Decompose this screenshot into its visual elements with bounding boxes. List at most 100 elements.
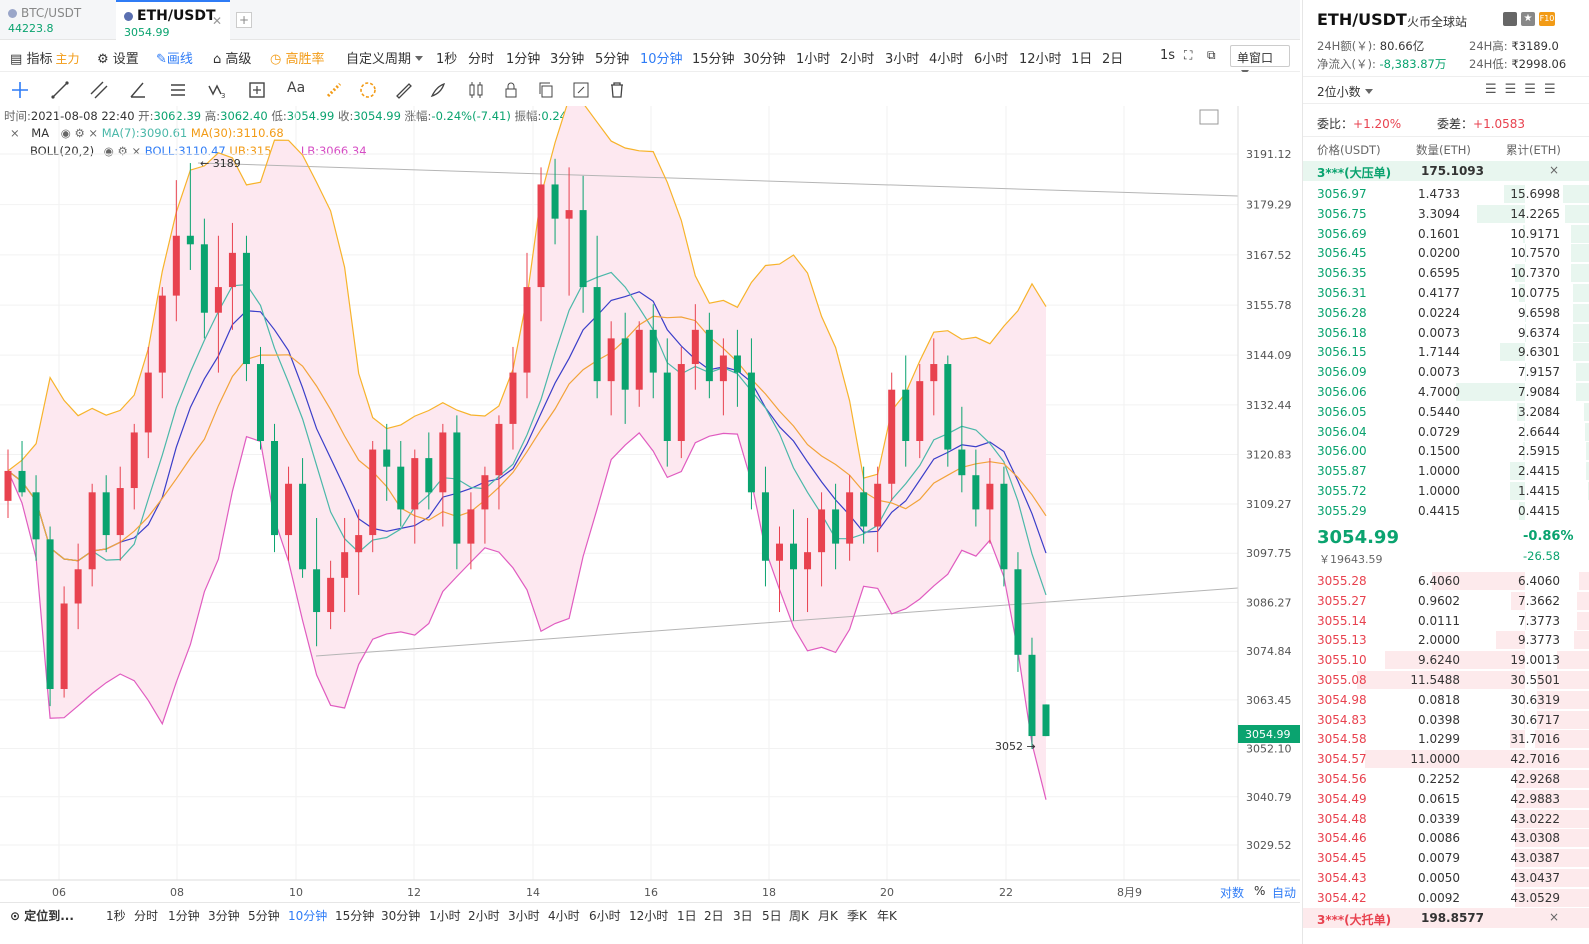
add-tab-icon[interactable]: +: [236, 12, 252, 28]
wave-pattern-icon[interactable]: 3: [207, 80, 227, 100]
candle-style-icon[interactable]: [466, 80, 486, 100]
bottom-period-8[interactable]: 1小时: [429, 909, 461, 923]
ask-row[interactable]: 3056.97 1.4733 15.6998: [1303, 184, 1589, 204]
tab-eth-usdt[interactable]: ETH/USDT 3054.99 ✕: [116, 0, 230, 40]
eye-icon[interactable]: ◉: [60, 126, 71, 140]
brush-icon[interactable]: [428, 80, 448, 100]
bid-row[interactable]: 3055.10 9.6240 19.0013: [1303, 650, 1589, 670]
bid-row[interactable]: 3055.27 0.9602 7.3662: [1303, 591, 1589, 611]
gear-icon[interactable]: ⚙: [74, 126, 85, 140]
ask-row[interactable]: 3056.45 0.0200 10.7570: [1303, 243, 1589, 263]
parallel-channel-icon[interactable]: [89, 80, 109, 100]
bid-row[interactable]: 3055.14 0.0111 7.3773: [1303, 611, 1589, 631]
bid-row[interactable]: 3054.83 0.0398 30.6717: [1303, 710, 1589, 730]
copy-icon[interactable]: [536, 80, 556, 100]
locate-button[interactable]: ⊙ 定位到...: [10, 907, 74, 924]
alert-icon[interactable]: [1503, 12, 1517, 26]
bottom-period-15[interactable]: 2日: [704, 909, 724, 923]
period-14[interactable]: 1日: [1071, 52, 1093, 67]
period-5[interactable]: 10分钟: [640, 52, 683, 67]
period-8[interactable]: 1小时: [796, 52, 831, 67]
period-2[interactable]: 1分钟: [506, 52, 541, 67]
magnet-icon[interactable]: [324, 80, 344, 100]
bid-row[interactable]: 3054.43 0.0050 43.0437: [1303, 868, 1589, 888]
ask-row[interactable]: 3056.05 0.5440 3.2084: [1303, 402, 1589, 422]
refresh-interval[interactable]: 1s: [1160, 48, 1176, 63]
ask-row[interactable]: 3056.31 0.4177 10.0775: [1303, 283, 1589, 303]
period-3[interactable]: 3分钟: [550, 52, 585, 67]
trash-icon[interactable]: [607, 80, 627, 100]
ask-row[interactable]: 3056.75 3.3094 14.2265: [1303, 204, 1589, 224]
lock-icon[interactable]: [501, 80, 521, 100]
candlestick-chart[interactable]: 3191.12 3179.29 3167.52 3155.78 3144.09 3132.…: [0, 106, 1300, 902]
bottom-period-0[interactable]: 1秒: [106, 909, 126, 923]
period-15[interactable]: 2日: [1102, 52, 1124, 67]
bottom-period-14[interactable]: 1日: [677, 909, 697, 923]
bid-row[interactable]: 3055.13 2.0000 9.3773: [1303, 630, 1589, 650]
ask-row[interactable]: 3056.28 0.0224 9.6598: [1303, 303, 1589, 323]
fullscreen-icon[interactable]: ⛶: [1184, 48, 1193, 62]
period-1[interactable]: 分时: [468, 52, 495, 67]
bid-row[interactable]: 3054.46 0.0086 43.0308: [1303, 828, 1589, 848]
period-9[interactable]: 2小时: [840, 52, 875, 67]
bottom-period-20[interactable]: 季K: [847, 909, 867, 923]
bid-row[interactable]: 3054.45 0.0079 43.0387: [1303, 848, 1589, 868]
view-mode-icons[interactable]: ☰☰☰☰: [1485, 82, 1564, 97]
bottom-period-6[interactable]: 15分钟: [335, 909, 375, 923]
ask-row[interactable]: 3056.09 0.0073 7.9157: [1303, 362, 1589, 382]
log-scale-button[interactable]: 对数: [1220, 886, 1245, 900]
close-icon[interactable]: ×: [131, 144, 142, 158]
bid-row[interactable]: 3054.58 1.0299 31.7016: [1303, 729, 1589, 749]
collapse-icon[interactable]: ×: [10, 126, 20, 140]
ask-row[interactable]: 3056.06 4.7000 7.9084: [1303, 382, 1589, 402]
winrate-button[interactable]: ◷ 高胜率: [270, 48, 325, 67]
bottom-period-21[interactable]: 年K: [877, 909, 897, 923]
indicators-button[interactable]: ▤ 指标 主力: [10, 48, 79, 67]
angle-icon[interactable]: [128, 80, 148, 100]
bid-row[interactable]: 3055.28 6.4060 6.4060: [1303, 571, 1589, 591]
bid-row[interactable]: 3054.48 0.0339 43.0222: [1303, 809, 1589, 829]
period-4[interactable]: 5分钟: [595, 52, 630, 67]
tab-btc-usdt[interactable]: BTC/USDT 44223.8: [0, 0, 114, 40]
ask-row[interactable]: 3056.15 1.7144 9.6301: [1303, 342, 1589, 362]
rectangle-tool-icon[interactable]: [247, 80, 267, 100]
ask-row[interactable]: 3055.87 1.0000 2.4415: [1303, 461, 1589, 481]
bid-row[interactable]: 3054.56 0.2252 42.9268: [1303, 769, 1589, 789]
period-0[interactable]: 1秒: [436, 52, 458, 67]
ask-row[interactable]: 3056.04 0.0729 2.6644: [1303, 422, 1589, 442]
decimals-dropdown[interactable]: 2位小数: [1317, 83, 1373, 100]
bottom-period-3[interactable]: 3分钟: [208, 909, 240, 923]
bottom-period-19[interactable]: 月K: [818, 909, 838, 923]
bid-row[interactable]: 3054.49 0.0615 42.9883: [1303, 789, 1589, 809]
bid-row[interactable]: 3054.57 11.0000 42.7016: [1303, 749, 1589, 769]
close-icon[interactable]: ✕: [211, 14, 222, 28]
eye-icon[interactable]: ◉: [103, 144, 114, 158]
close-icon[interactable]: ×: [1549, 910, 1560, 924]
bid-row[interactable]: 3055.08 11.5488 30.5501: [1303, 670, 1589, 690]
bottom-period-17[interactable]: 5日: [762, 909, 782, 923]
bottom-period-4[interactable]: 5分钟: [248, 909, 280, 923]
ask-row[interactable]: 3056.18 0.0073 9.6374: [1303, 323, 1589, 343]
bottom-period-7[interactable]: 30分钟: [381, 909, 421, 923]
ask-row[interactable]: 3056.00 0.1500 2.5915: [1303, 441, 1589, 461]
crosshair-icon[interactable]: [10, 80, 30, 100]
single-window-dropdown[interactable]: 单窗口: [1230, 45, 1290, 75]
trend-line-icon[interactable]: [50, 80, 70, 100]
percent-scale-button[interactable]: %: [1254, 884, 1266, 898]
bid-row[interactable]: 3054.42 0.0092 43.0529: [1303, 888, 1589, 908]
period-10[interactable]: 3小时: [885, 52, 920, 67]
bottom-period-1[interactable]: 分时: [134, 909, 159, 923]
gear-icon[interactable]: ⚙: [117, 144, 128, 158]
custom-period-dropdown[interactable]: 自定义周期: [346, 48, 424, 67]
period-7[interactable]: 30分钟: [743, 52, 786, 67]
collapse-panel-icon[interactable]: [1199, 109, 1219, 125]
edit-icon[interactable]: [571, 80, 591, 100]
close-icon[interactable]: ×: [88, 126, 99, 140]
star-icon[interactable]: ★: [1521, 12, 1535, 26]
bottom-period-12[interactable]: 6小时: [589, 909, 621, 923]
text-tool-icon[interactable]: Aa: [287, 80, 306, 96]
bottom-period-13[interactable]: 12小时: [629, 909, 669, 923]
bottom-period-10[interactable]: 3小时: [508, 909, 540, 923]
period-11[interactable]: 4小时: [929, 52, 964, 67]
ask-row[interactable]: 3056.69 0.1601 10.9171: [1303, 224, 1589, 244]
